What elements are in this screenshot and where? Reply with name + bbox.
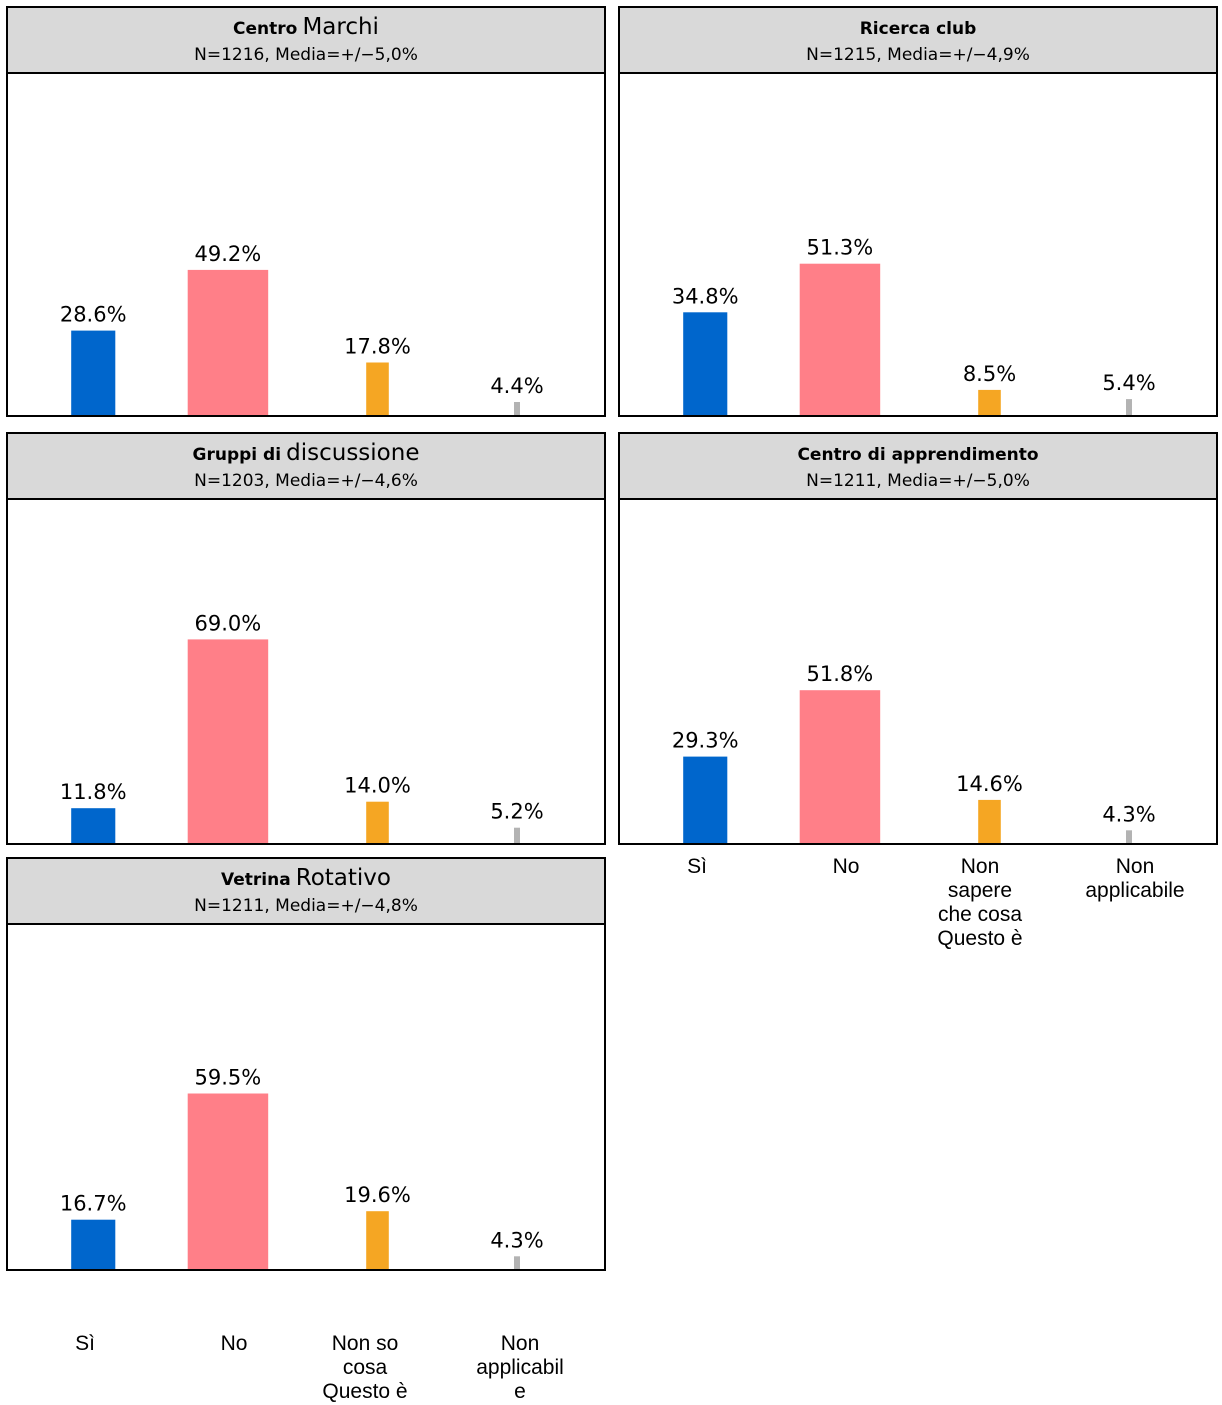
bar-non-applicabile bbox=[514, 827, 520, 843]
bar-no bbox=[799, 263, 881, 415]
data-label-s: 28.6% bbox=[60, 303, 127, 327]
data-label-non-applicabile: 5.2% bbox=[490, 800, 543, 824]
bar-chart-svg: 11.8% 69.0% 14.0% 5.2% bbox=[60, 611, 544, 843]
chart-title: Centro di apprendimento bbox=[797, 445, 1039, 465]
chart-header: Centro di apprendimento N=1211, Media=+/… bbox=[620, 434, 1216, 500]
x-axis-label-no: No bbox=[220, 1332, 248, 1355]
x-axis-label-non-so-cosa: Non so cosa Questo è bbox=[322, 1332, 408, 1403]
bar-non-so-cosa-questo bbox=[366, 801, 389, 843]
bar-s bbox=[71, 808, 116, 843]
chart-header: Ricerca club N=1215, Media=+/−4,9% bbox=[620, 8, 1216, 74]
data-label-no: 59.5% bbox=[195, 1066, 262, 1090]
chart-plot-area: 29.3% 51.8% 14.6% 4.3% bbox=[620, 500, 1216, 843]
bar-no bbox=[799, 690, 881, 843]
chart-title: Centro Marchi bbox=[233, 14, 379, 40]
chart-panel-gruppi-di-discussione: Gruppi di discussione N=1203, Media=+/−4… bbox=[6, 432, 606, 845]
chart-panel-centro-di-apprendimento: Centro di apprendimento N=1211, Media=+/… bbox=[618, 432, 1218, 845]
data-label-non-so-cosa-questo: 17.8% bbox=[344, 335, 411, 359]
chart-header: Vetrina Rotativo N=1211, Media=+/−4,8% bbox=[8, 859, 604, 925]
chart-panel-ricerca-club: Ricerca club N=1215, Media=+/−4,9% 34.8%… bbox=[618, 6, 1218, 417]
data-label-non-applicabile: 4.4% bbox=[490, 374, 543, 398]
chart-panel-vetrina-rotativo: Vetrina Rotativo N=1211, Media=+/−4,8% 1… bbox=[6, 857, 606, 1271]
chart-subtitle: N=1211, Media=+/−4,8% bbox=[194, 896, 418, 916]
data-label-s: 16.7% bbox=[60, 1192, 127, 1216]
bar-non-sapere-che-cosa-questo bbox=[978, 389, 1001, 415]
x-axis-label-non-applicabile: Non applicabile bbox=[1085, 855, 1185, 902]
x-axis-label-si: Sì bbox=[75, 1332, 95, 1355]
bar-chart-svg: 16.7% 59.5% 19.6% 4.3% bbox=[60, 1066, 544, 1269]
chart-plot-area: 28.6% 49.2% 17.8% 4.4% bbox=[8, 74, 604, 415]
bar-non-applicabile bbox=[514, 1256, 520, 1269]
data-label-non-applicabile: 4.3% bbox=[490, 1228, 543, 1252]
chart-title: Ricerca club bbox=[859, 19, 977, 39]
chart-panel-centro-marchi: Centro Marchi N=1216, Media=+/−5,0% 28.6… bbox=[6, 6, 606, 417]
chart-subtitle: N=1211, Media=+/−5,0% bbox=[806, 471, 1030, 491]
bar-s bbox=[71, 330, 116, 415]
bar-non-applicabile bbox=[1126, 830, 1132, 843]
data-label-non-applicabile: 4.3% bbox=[1102, 802, 1155, 826]
data-label-s: 29.3% bbox=[672, 729, 739, 753]
bar-no bbox=[187, 1093, 269, 1269]
bar-non-so-cosa-questo bbox=[366, 362, 389, 415]
bar-chart-svg: 29.3% 51.8% 14.6% 4.3% bbox=[672, 662, 1156, 843]
chart-plot-area: 16.7% 59.5% 19.6% 4.3% bbox=[8, 925, 604, 1269]
bar-s bbox=[683, 312, 728, 415]
x-axis-label-no: No bbox=[832, 855, 860, 878]
data-label-non-so-cosa-questo: 19.6% bbox=[344, 1183, 411, 1207]
bar-non-applicabile bbox=[1126, 399, 1132, 415]
bar-no bbox=[187, 639, 269, 843]
data-label-no: 69.0% bbox=[195, 611, 262, 635]
bar-s bbox=[71, 1219, 116, 1269]
data-label-no: 51.8% bbox=[807, 662, 874, 686]
chart-header: Gruppi di discussione N=1203, Media=+/−4… bbox=[8, 434, 604, 500]
bar-non-sapere-che-cosa-questo bbox=[978, 799, 1001, 843]
bar-no bbox=[187, 269, 269, 415]
bar-chart-svg: 28.6% 49.2% 17.8% 4.4% bbox=[60, 242, 544, 415]
x-axis-label-non-applicabile: Non applicabil e bbox=[476, 1332, 564, 1403]
bar-chart-svg: 34.8% 51.3% 8.5% 5.4% bbox=[672, 236, 1156, 415]
x-axis-label-si: Sì bbox=[687, 855, 707, 878]
data-label-no: 51.3% bbox=[807, 236, 874, 260]
bar-non-so-cosa-questo bbox=[366, 1211, 389, 1269]
data-label-no: 49.2% bbox=[195, 242, 262, 266]
chart-subtitle: N=1203, Media=+/−4,6% bbox=[194, 471, 418, 491]
chart-title: Gruppi di discussione bbox=[192, 440, 420, 466]
x-axis-label-non-sapere: Non sapere che cosa Questo è bbox=[937, 855, 1023, 950]
data-label-non-sapere-che-cosa-questo: 8.5% bbox=[963, 362, 1016, 386]
data-label-non-sapere-che-cosa-questo: 14.6% bbox=[956, 772, 1023, 796]
chart-subtitle: N=1216, Media=+/−5,0% bbox=[194, 45, 418, 65]
data-label-non-applicabile: 5.4% bbox=[1102, 371, 1155, 395]
chart-plot-area: 34.8% 51.3% 8.5% 5.4% bbox=[620, 74, 1216, 415]
bar-s bbox=[683, 756, 728, 843]
chart-title: Vetrina Rotativo bbox=[221, 865, 391, 891]
chart-header: Centro Marchi N=1216, Media=+/−5,0% bbox=[8, 8, 604, 74]
data-label-non-so-cosa-questo: 14.0% bbox=[344, 774, 411, 798]
chart-plot-area: 11.8% 69.0% 14.0% 5.2% bbox=[8, 500, 604, 843]
bar-non-applicabile bbox=[514, 402, 520, 415]
data-label-s: 34.8% bbox=[672, 284, 739, 308]
chart-subtitle: N=1215, Media=+/−4,9% bbox=[806, 45, 1030, 65]
data-label-s: 11.8% bbox=[60, 780, 127, 804]
